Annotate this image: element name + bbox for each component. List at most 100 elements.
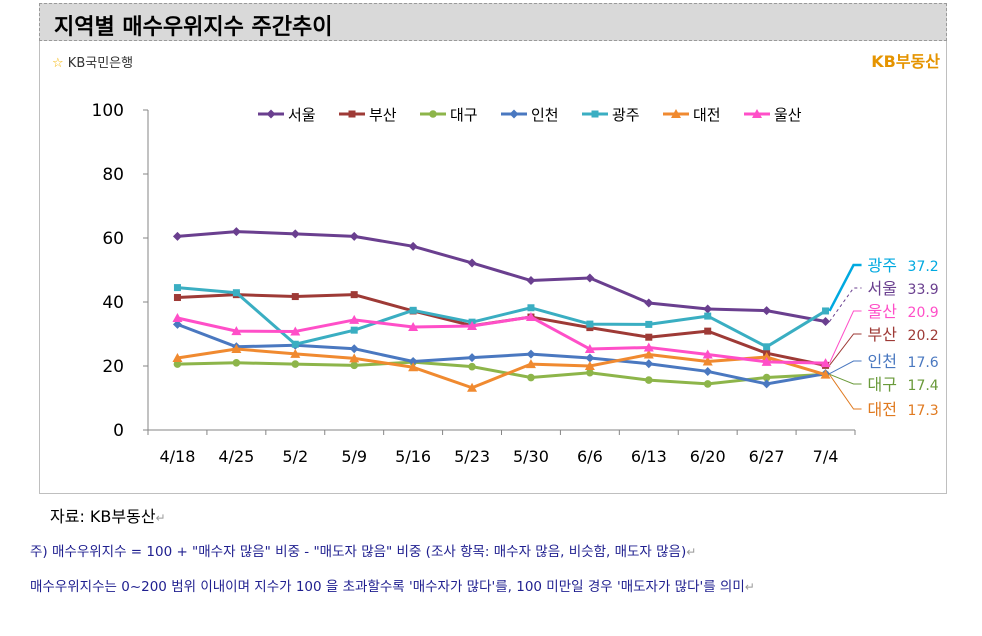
data-point-대구 (586, 368, 594, 377)
data-point-울산 (761, 356, 772, 366)
data-point-대전 (820, 369, 831, 379)
data-point-대구 (350, 361, 359, 370)
data-point-대구 (644, 376, 653, 384)
y-tick-label: 80 (102, 165, 124, 185)
kb-bank-logo-text: KB국민은행 (67, 56, 134, 71)
data-point-대구 (703, 380, 712, 388)
callout-line-대전 (829, 374, 862, 410)
y-tick-label: 100 (92, 101, 124, 121)
end-label-value: 17.3 (908, 403, 939, 419)
data-point-대구 (173, 360, 182, 368)
legend-label: 대전 (693, 106, 721, 124)
x-tick-label: 4/18 (159, 447, 195, 466)
data-point-울산 (584, 344, 595, 354)
data-point-울산 (290, 326, 301, 336)
end-label-name: 대전 (868, 400, 897, 419)
source-note: 자료: KB부동산↵ (50, 507, 166, 526)
data-point-인천 (408, 357, 418, 367)
data-point-광주 (645, 320, 653, 328)
data-point-인천 (349, 344, 359, 354)
end-label-value: 37.2 (908, 259, 939, 275)
series-line-대전 (177, 347, 826, 390)
data-point-서울 (172, 231, 182, 241)
data-point-부산 (291, 293, 299, 301)
data-point-서울 (467, 258, 477, 268)
data-point-광주 (527, 304, 535, 312)
data-point-인천 (467, 353, 477, 363)
callout-line-울산 (829, 310, 862, 364)
x-tick-label: 6/13 (631, 447, 667, 466)
callout-line-서울 (829, 287, 862, 322)
data-point-대구 (468, 362, 476, 371)
end-label-name: 대구 (868, 375, 897, 394)
x-tick-label: 6/20 (690, 447, 726, 466)
legend-marker-서울 (266, 109, 276, 119)
end-label-name: 부산 (868, 325, 898, 344)
data-point-서울 (762, 306, 772, 316)
data-point-대구 (291, 360, 300, 368)
x-tick-label: 5/9 (341, 447, 367, 466)
data-point-광주 (822, 307, 830, 315)
data-point-광주 (704, 312, 712, 320)
end-label-name: 울산 (868, 302, 898, 321)
data-point-서울 (703, 304, 713, 314)
end-label-value: 33.9 (908, 282, 939, 298)
kb-bank-logo: ☆ KB국민은행 (52, 52, 133, 71)
end-label-value: 20.2 (908, 328, 939, 344)
end-label-name: 서울 (868, 279, 897, 298)
y-tick-label: 20 (102, 357, 124, 377)
legend-label: 서울 (288, 106, 316, 124)
data-point-울산 (702, 349, 713, 359)
footnote-2-text: 매수우위지수는 0~200 범위 이내이며 지수가 100 을 초과할수록 '매… (30, 579, 745, 595)
data-point-광주 (350, 326, 358, 334)
data-point-광주 (291, 340, 299, 348)
data-point-인천 (172, 319, 182, 329)
legend-marker-인천 (509, 109, 519, 119)
data-point-대전 (408, 362, 419, 372)
data-point-부산 (645, 333, 653, 341)
data-point-대전 (172, 353, 183, 362)
callout-line-인천 (829, 360, 862, 375)
legend-marker-울산 (752, 109, 762, 118)
data-point-부산 (586, 324, 594, 332)
data-point-인천 (762, 379, 772, 389)
data-point-서울 (408, 241, 418, 251)
data-point-인천 (526, 349, 536, 359)
legend-label: 인천 (531, 106, 559, 124)
source-text: 자료: KB부동산 (50, 507, 156, 526)
series-line-대구 (177, 360, 826, 386)
data-point-인천 (703, 366, 713, 376)
legend-marker-대전 (671, 109, 681, 118)
data-point-대구 (527, 373, 535, 382)
footnote-2: 매수우위지수는 0~200 범위 이내이며 지수가 100 을 초과할수록 '매… (30, 579, 755, 595)
data-point-광주 (586, 320, 594, 328)
series-line-광주 (177, 286, 827, 349)
data-point-대전 (290, 348, 301, 358)
data-point-대전 (231, 344, 242, 354)
data-point-서울 (585, 273, 595, 283)
legend-label: 대구 (450, 106, 478, 124)
y-tick-label: 0 (113, 421, 124, 441)
legend-label: 부산 (369, 106, 397, 124)
series-line-서울 (177, 230, 826, 323)
end-label-value: 17.6 (908, 355, 939, 371)
x-tick-label: 4/25 (218, 447, 254, 466)
footnote-1-text: 주) 매수우위지수 = 100 + "매수자 많음" 비중 - "매도자 많음"… (30, 544, 687, 560)
end-label-name: 인천 (868, 352, 897, 371)
data-point-울산 (408, 321, 419, 331)
end-label-value: 20.9 (908, 305, 939, 321)
callout-line-대구 (829, 373, 862, 385)
data-point-대구 (762, 373, 771, 382)
data-point-대전 (467, 382, 478, 392)
data-point-서울 (526, 276, 536, 286)
kb-star-icon: ☆ (52, 56, 64, 71)
data-point-서울 (349, 231, 359, 241)
legend-marker-대구 (429, 110, 437, 118)
data-point-울산 (525, 312, 536, 322)
data-point-대전 (761, 352, 772, 362)
data-point-서울 (231, 227, 241, 237)
data-point-대구 (232, 359, 241, 367)
page-title: 지역별 매수우위지수 주간추이 (54, 15, 333, 40)
x-tick-label: 7/4 (813, 447, 839, 466)
